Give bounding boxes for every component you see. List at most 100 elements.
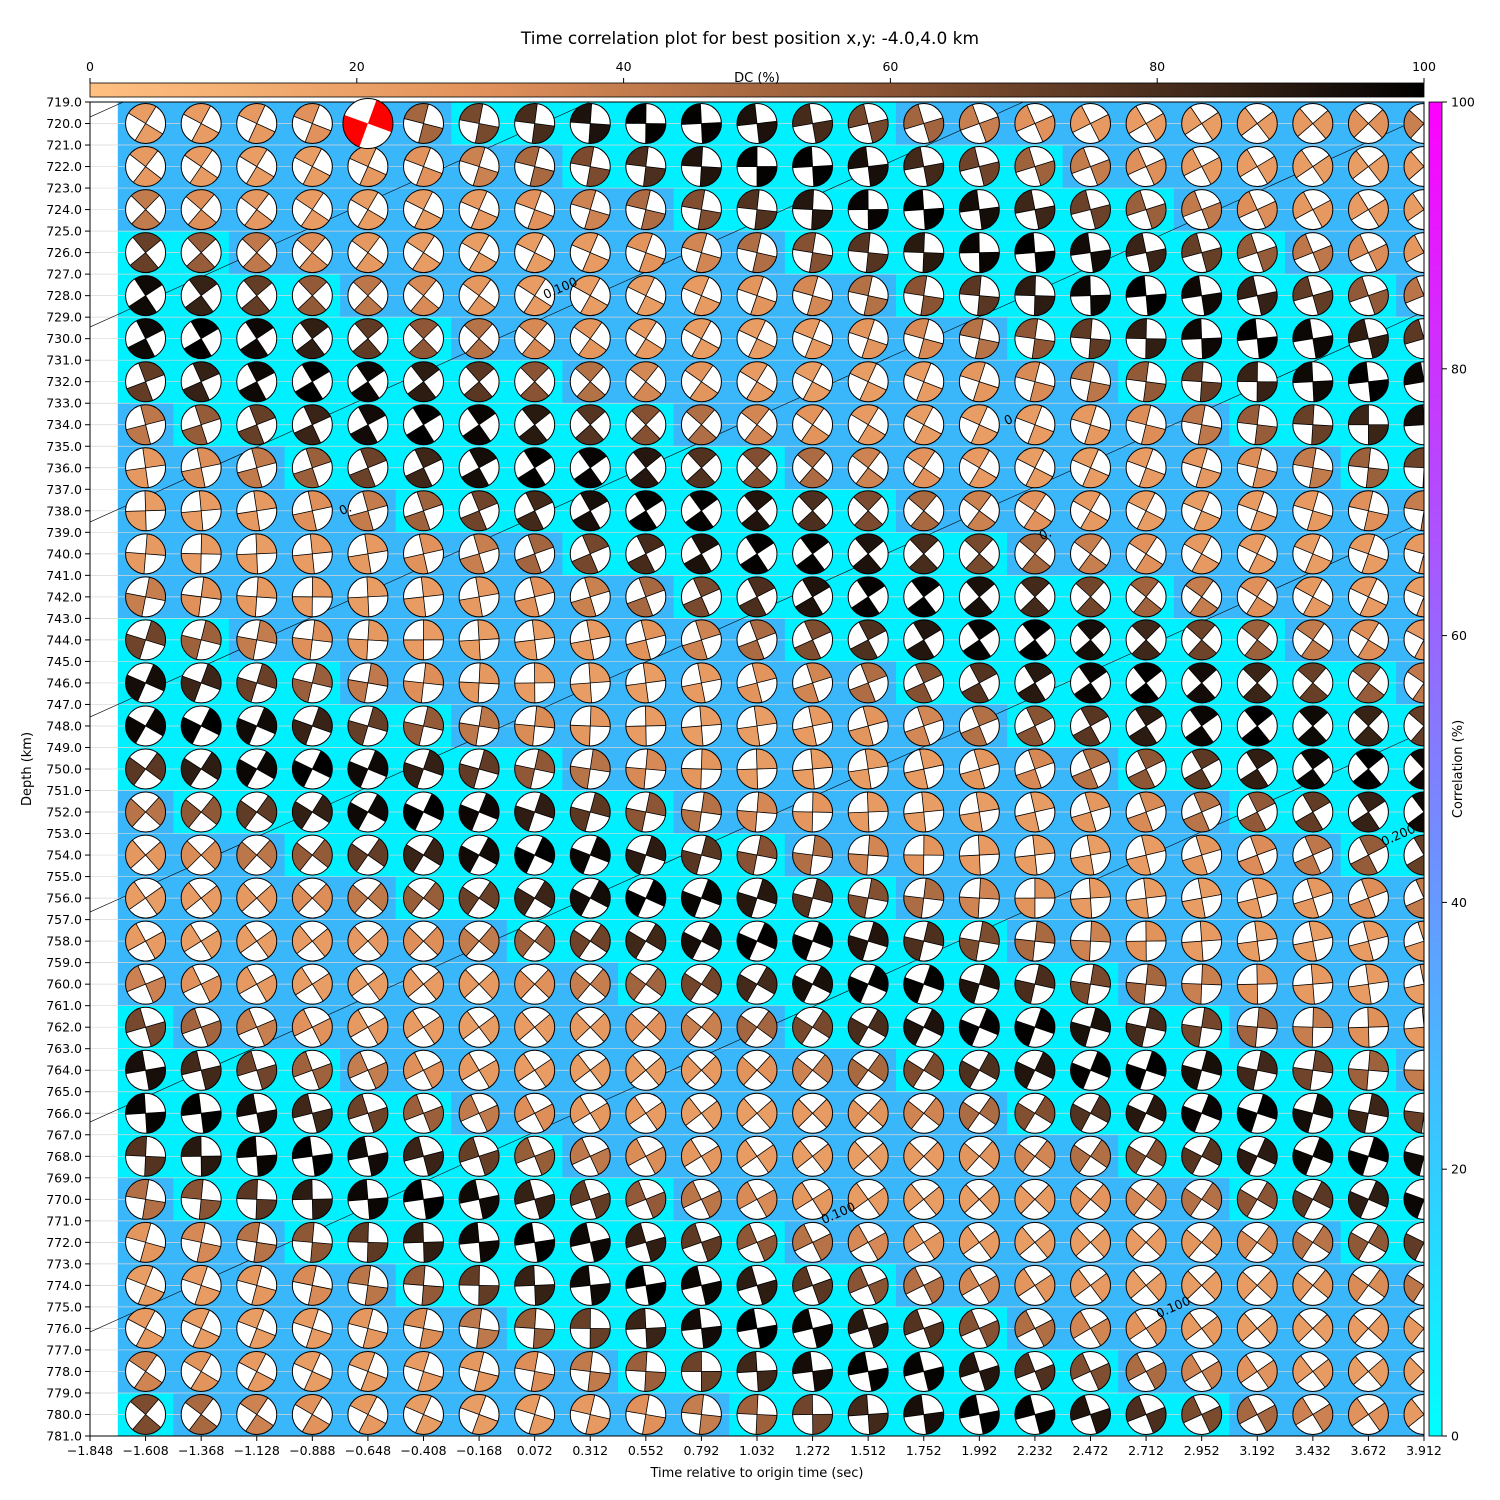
beachball-compression bbox=[527, 209, 554, 230]
beachball-compression bbox=[848, 232, 871, 253]
beachball-compression bbox=[1070, 275, 1091, 297]
beachball bbox=[958, 963, 1000, 1005]
beachball-compression bbox=[575, 424, 604, 445]
beachball bbox=[1181, 232, 1223, 274]
beachball bbox=[625, 275, 667, 317]
nodal-plane bbox=[353, 280, 382, 311]
beachball bbox=[347, 1092, 389, 1134]
beachball-border bbox=[347, 275, 389, 317]
nodal-plane bbox=[1416, 276, 1424, 297]
beachball-compression bbox=[625, 103, 647, 124]
beachball bbox=[958, 447, 1000, 489]
beachball bbox=[847, 146, 889, 188]
beachball-compression bbox=[1029, 381, 1055, 402]
beachball-compression bbox=[131, 209, 160, 230]
nodal-plane bbox=[357, 192, 379, 228]
beachball bbox=[736, 576, 778, 618]
beachball-compression bbox=[1257, 336, 1278, 359]
beachball bbox=[903, 963, 945, 1005]
beachball-border bbox=[514, 361, 556, 403]
beachball bbox=[958, 791, 1000, 833]
beachball-border bbox=[1347, 232, 1389, 274]
beachball-border bbox=[291, 232, 333, 274]
beachball bbox=[403, 404, 444, 446]
beachball bbox=[403, 447, 444, 489]
beachball bbox=[1014, 146, 1056, 188]
beachball bbox=[680, 189, 722, 231]
beachball-border bbox=[403, 404, 444, 446]
beachball-compression bbox=[856, 467, 885, 488]
beachball bbox=[1347, 877, 1389, 919]
beachball-compression bbox=[135, 123, 163, 144]
beachball bbox=[458, 189, 500, 231]
beachball-compression bbox=[517, 467, 546, 488]
beachball bbox=[847, 103, 889, 145]
beachball bbox=[458, 705, 500, 747]
beachball-border bbox=[847, 404, 889, 446]
beachball bbox=[1125, 877, 1167, 919]
beachball-compression bbox=[848, 189, 869, 210]
beachball-compression bbox=[1292, 150, 1313, 178]
nodal-plane bbox=[1412, 192, 1424, 211]
nodal-plane bbox=[922, 232, 925, 273]
beachball-compression bbox=[408, 275, 437, 296]
beachball-compression bbox=[809, 252, 833, 273]
beachball bbox=[1347, 963, 1389, 1005]
beachball bbox=[291, 361, 333, 403]
beachball bbox=[958, 1006, 1000, 1048]
beachball-border bbox=[1236, 146, 1278, 188]
beachball-compression bbox=[859, 381, 887, 402]
nodal-plane bbox=[1363, 319, 1374, 359]
beachball bbox=[458, 920, 500, 962]
nodal-plane bbox=[517, 456, 552, 479]
beachball-border bbox=[792, 447, 834, 489]
beachball-compression bbox=[736, 103, 757, 126]
beachball bbox=[736, 189, 778, 231]
nodal-plane bbox=[182, 418, 221, 432]
beachball-compression bbox=[462, 424, 491, 445]
beachball bbox=[847, 834, 889, 876]
beachball bbox=[1125, 103, 1167, 145]
beachball bbox=[1181, 920, 1223, 962]
beachball-compression bbox=[979, 252, 1000, 273]
nodal-plane bbox=[1406, 252, 1424, 263]
beachball bbox=[1014, 705, 1056, 747]
beachball-border bbox=[736, 404, 778, 446]
beachball bbox=[625, 232, 667, 274]
nodal-plane bbox=[191, 105, 211, 142]
beachball-border bbox=[569, 361, 611, 403]
beachball-compression bbox=[238, 103, 266, 124]
beachball bbox=[736, 963, 778, 1005]
beachball-compression bbox=[748, 338, 776, 359]
beachball-border bbox=[736, 447, 778, 489]
beachball-compression bbox=[1198, 424, 1222, 445]
nodal-plane bbox=[1141, 232, 1151, 273]
beachball bbox=[903, 877, 945, 919]
beachball bbox=[958, 1135, 1000, 1177]
beachball-compression bbox=[193, 361, 220, 382]
beachball-compression bbox=[1404, 362, 1424, 386]
beachball-compression bbox=[464, 318, 493, 339]
beachball-compression bbox=[1201, 337, 1222, 359]
beachball bbox=[569, 619, 611, 661]
beachball-compression bbox=[1181, 361, 1204, 382]
beachball-compression bbox=[743, 467, 772, 488]
nodal-plane bbox=[588, 103, 593, 144]
beachball bbox=[792, 1049, 834, 1091]
beachball-compression bbox=[1014, 105, 1035, 132]
beachball-border bbox=[958, 275, 1000, 317]
beachball-border bbox=[736, 189, 778, 231]
beachball-compression bbox=[1143, 381, 1166, 402]
beachball-compression bbox=[633, 381, 662, 402]
beachball-compression bbox=[1034, 205, 1055, 230]
beachball-compression bbox=[469, 447, 497, 468]
beachball bbox=[291, 576, 333, 618]
beachball bbox=[1125, 1092, 1167, 1134]
beachball bbox=[291, 619, 333, 661]
beachball-compression bbox=[959, 318, 984, 339]
beachball bbox=[736, 662, 778, 704]
focal-mechanism-grid bbox=[125, 103, 1424, 1435]
beachball bbox=[514, 705, 556, 747]
beachball-border bbox=[458, 146, 500, 188]
beachball-border bbox=[792, 146, 834, 188]
